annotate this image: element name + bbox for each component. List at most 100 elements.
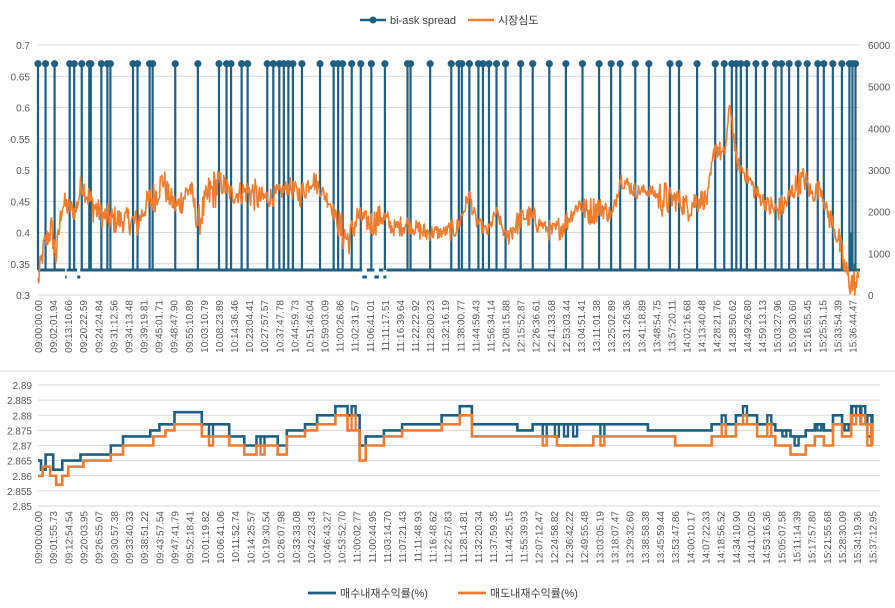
chart2-x-tick: 09:00:00.00 — [34, 511, 45, 564]
legend-depth-label: 시장심도 — [498, 14, 538, 27]
chart2-x-tick: 09:52:18.41 — [186, 511, 197, 564]
spread-spike-marker — [171, 60, 179, 68]
spread-spike-marker — [269, 60, 277, 68]
chart1-x-tick: 09:55:10.89 — [185, 300, 196, 353]
chart2-x-tick: 12:49:55.48 — [580, 511, 591, 564]
spread-spike-marker — [381, 60, 389, 68]
chart1-x-tick: 11:00:26.86 — [336, 300, 347, 353]
legend-spread-label: bi-ask spread — [390, 15, 456, 27]
chart2-x-tick: 14:18:56.52 — [717, 511, 728, 564]
spread-spike-marker — [838, 60, 846, 68]
spread-spike-marker — [357, 60, 365, 68]
chart1-x-tick: 10:59:03.09 — [321, 300, 332, 353]
bid-yield-jitter — [766, 414, 773, 425]
chart2-y-tick: 2.865 — [7, 457, 32, 468]
chart2-x-tick: 11:55:39.93 — [519, 511, 530, 564]
chart1-x-tick: 09:13:10.66 — [64, 300, 75, 353]
ask-yield-jitter — [860, 414, 867, 425]
spread-spike-marker — [529, 60, 537, 68]
bid-yield-jitter — [599, 424, 606, 438]
chart1-x-tick: 09:02:01.94 — [49, 300, 60, 353]
chart1-x-tick: 09:20:22.59 — [79, 300, 90, 353]
spread-spike-marker — [631, 60, 639, 68]
chart2-x-tick: 14:34:10.90 — [732, 511, 743, 564]
spread-spike-marker — [194, 60, 202, 68]
chart2-x-tick: 09:12:54.54 — [64, 511, 75, 564]
spread-spike-marker — [298, 60, 306, 68]
chart1-y-right-tick: 5000 — [868, 83, 891, 94]
chart1-x-tick: 13:11:01.38 — [592, 300, 603, 353]
chart2-x-tick: 13:03:05.19 — [595, 511, 606, 564]
chart1-y-left-tick: 0.35 — [11, 260, 31, 271]
spread-spike-marker — [87, 60, 95, 68]
spread-spike-marker — [34, 60, 42, 68]
legend-ask-label: 매도내재수익률(%) — [490, 587, 578, 600]
chart2-x-tick: 09:20:03.95 — [80, 511, 91, 564]
chart1-x-tick: 14:28:21.76 — [713, 300, 724, 353]
chart1-y-right-tick: 6000 — [868, 41, 891, 52]
chart2-x-tick: 14:53:16.36 — [762, 511, 773, 564]
bid-yield-jitter — [553, 424, 561, 438]
spread-spike-marker — [78, 60, 86, 68]
chart2-x-tick: 10:19:30.54 — [262, 511, 273, 564]
spread-spike-marker — [244, 60, 252, 68]
chart1-x-tick: 09:24:24.84 — [94, 300, 105, 353]
chart1-x-tick: 10:44:59.73 — [290, 300, 301, 353]
chart1-x-tick: 10:03:10.79 — [200, 300, 211, 353]
spread-spike-marker — [339, 60, 347, 68]
chart2-x-tick: 10:42:23.43 — [307, 511, 318, 564]
chart2-x-tick: 10:14:25.57 — [246, 511, 257, 564]
chart2-x-tick: 11:03:14.70 — [383, 511, 394, 564]
chart1-y-left-tick: 0.5 — [16, 166, 30, 177]
spread-spike-marker — [238, 60, 246, 68]
chart1-x-tick: 11:38:00.77 — [456, 300, 467, 353]
chart2-x-tick: 10:46:43.27 — [322, 511, 333, 564]
spread-spike-marker — [215, 60, 223, 68]
ask-yield-jitter — [259, 445, 266, 456]
spread-spike-marker — [426, 60, 434, 68]
spread-spike-marker — [794, 60, 802, 68]
legend-spread-marker — [369, 16, 377, 24]
spread-spike-marker — [149, 60, 157, 68]
chart2-x-tick: 15:21:55.68 — [823, 511, 834, 564]
chart2-x-tick: 15:34:19.36 — [853, 511, 864, 564]
chart2-x-tick: 11:44:25.15 — [504, 511, 515, 564]
chart2-y-tick: 2.87 — [13, 442, 33, 453]
spread-spike-marker — [752, 60, 760, 68]
spread-spike-marker — [771, 60, 780, 68]
chart1-y-right-tick: 1000 — [868, 249, 891, 260]
chart2-x-tick: 13:53:47.86 — [671, 511, 682, 564]
chart2-y-tick: 2.85 — [13, 502, 33, 513]
spread-spike-marker — [720, 60, 728, 68]
chart2-x-tick: 11:22:57.83 — [444, 511, 455, 564]
bid-yield-jitter — [843, 424, 850, 432]
spread-spike-marker — [106, 60, 114, 68]
chart2-x-tick: 09:01:55.73 — [49, 511, 60, 564]
ask-yield-jitter — [207, 436, 215, 447]
bid-yield-jitter — [816, 424, 823, 432]
chart2-x-tick: 15:17:57.80 — [808, 511, 819, 564]
chart1-x-tick: 10:14:36.46 — [230, 300, 241, 353]
chart1-x-tick: 12:26:36.61 — [532, 300, 543, 353]
chart1-x-tick: 15:03:27.96 — [773, 300, 784, 353]
ask-yield-line — [38, 414, 874, 487]
chart1-y-left-tick: 0.7 — [16, 41, 30, 52]
chart2-x-tick: 09:43:57.54 — [155, 511, 166, 564]
depth-line — [37, 104, 860, 296]
chart1-x-tick: 12:41:33.68 — [547, 300, 558, 353]
spread-spike-marker — [485, 60, 493, 68]
spread-spike-marker — [743, 60, 751, 68]
bid-yield-jitter — [851, 406, 858, 417]
chart2-x-tick: 12:24:58.82 — [550, 511, 561, 564]
chart2-x-tick: 10:06:41.06 — [216, 511, 227, 564]
bid-yield-jitter — [866, 415, 873, 438]
chart1-x-tick: 13:41:18.89 — [637, 300, 648, 353]
chart1-y-right-tick: 2000 — [868, 208, 891, 219]
chart2-x-tick: 09:26:55.07 — [95, 511, 106, 564]
chart1-x-tick: 10:51:46.04 — [305, 300, 316, 353]
spread-spike-marker — [465, 60, 473, 68]
bid-yield-jitter — [207, 424, 215, 438]
chart2-x-tick: 15:28:30.09 — [838, 511, 849, 564]
ask-yield-jitter — [599, 436, 606, 447]
